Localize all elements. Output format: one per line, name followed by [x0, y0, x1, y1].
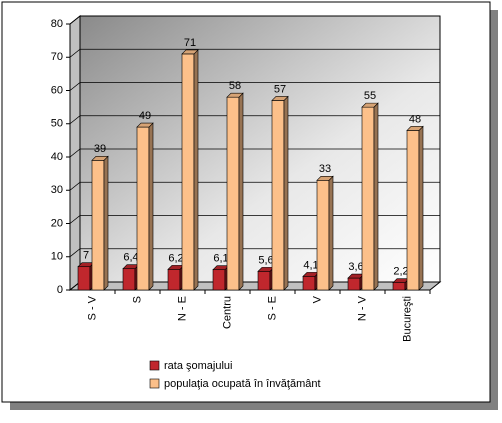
bar: [316, 175, 334, 291]
y-tick-label: 0: [57, 284, 63, 296]
bar-top: [136, 122, 154, 128]
value-label: 39: [94, 143, 106, 155]
bar-top: [361, 102, 379, 108]
bar-front: [361, 106, 375, 291]
value-label: 6,4: [123, 252, 138, 264]
x-tick-label: N - E: [176, 296, 188, 321]
bar: [91, 155, 109, 291]
bar-top: [226, 92, 244, 98]
bar-front: [122, 268, 136, 291]
bar-front: [316, 179, 330, 291]
grid-line: [69, 48, 440, 58]
bar-side: [193, 49, 199, 291]
bar-side: [373, 102, 379, 291]
value-label: 3,6: [348, 261, 363, 273]
x-tick-label: V: [311, 295, 323, 303]
bar: [77, 262, 95, 291]
bar-front: [167, 269, 181, 291]
x-tick-label: Centru: [221, 296, 233, 329]
bar-front: [212, 269, 226, 291]
bar-top: [406, 126, 424, 131]
bar: [347, 273, 365, 291]
value-label: 4,1: [303, 259, 318, 271]
bar: [122, 263, 140, 291]
x-tick-label: S: [131, 296, 143, 303]
value-label: 57: [274, 83, 286, 95]
bar-front: [302, 276, 316, 291]
bar-front: [406, 130, 420, 291]
value-label: 55: [364, 90, 376, 102]
bar: [226, 92, 244, 291]
value-label: 71: [184, 37, 196, 49]
bar: [302, 271, 320, 291]
bar-top: [271, 96, 289, 101]
value-label: 58: [229, 80, 241, 92]
bar-front: [77, 266, 91, 291]
value-label: 2,2: [393, 266, 408, 278]
bar-side: [328, 175, 334, 291]
y-tick-label: 70: [51, 51, 63, 63]
x-tick-label: S - E: [266, 296, 278, 320]
y-tick-label: 10: [51, 251, 63, 263]
x-tick-label: N - V: [356, 295, 368, 321]
x-tick-label: S - V: [86, 295, 98, 320]
bar-top: [316, 175, 334, 181]
y-tick-label: 40: [51, 151, 63, 163]
value-label: 48: [409, 113, 421, 125]
bar-side: [103, 155, 109, 291]
y-tick-label: 20: [51, 217, 63, 229]
value-label: 7: [83, 250, 89, 262]
legend-label: rata şomajului: [164, 360, 232, 372]
bar: [271, 95, 289, 291]
bar: [181, 49, 199, 291]
grid-line: [69, 148, 440, 158]
bar-top: [181, 49, 199, 55]
legend-label: populaţia ocupată în învăţământ: [164, 378, 321, 390]
bar-front: [91, 160, 105, 291]
bar-side: [283, 95, 289, 291]
bar: [167, 264, 185, 291]
bar: [392, 277, 410, 291]
bar-front: [136, 126, 150, 291]
value-label: 33: [319, 163, 331, 175]
value-label: 49: [139, 110, 151, 122]
grid-line: [69, 82, 440, 91]
value-label: 6,2: [168, 252, 183, 264]
bar-side: [418, 125, 424, 291]
y-tick-label: 50: [51, 118, 63, 130]
y-tick-label: 30: [51, 184, 63, 196]
bar-front: [181, 53, 195, 291]
grid-line: [69, 15, 440, 25]
bar: [361, 102, 379, 291]
y-tick-label: 80: [51, 18, 63, 30]
bar: [212, 264, 230, 291]
bar-front: [271, 100, 285, 291]
value-label: 5,6: [258, 254, 273, 266]
bar: [136, 122, 154, 291]
x-tick-label: Bucureşti: [401, 296, 413, 342]
bar: [406, 125, 424, 291]
grid-line: [69, 115, 440, 125]
legend-swatch: [149, 378, 160, 389]
value-label: 6,1: [213, 253, 228, 265]
bar-side: [148, 122, 154, 291]
bar-front: [226, 96, 240, 291]
bar-front: [257, 271, 271, 291]
bar-side: [238, 92, 244, 291]
bar-top: [91, 156, 109, 161]
bar: [257, 266, 275, 291]
legend-swatch: [149, 360, 160, 371]
bar-front: [392, 282, 406, 291]
y-tick-label: 60: [51, 84, 63, 96]
bar-front: [347, 277, 361, 291]
